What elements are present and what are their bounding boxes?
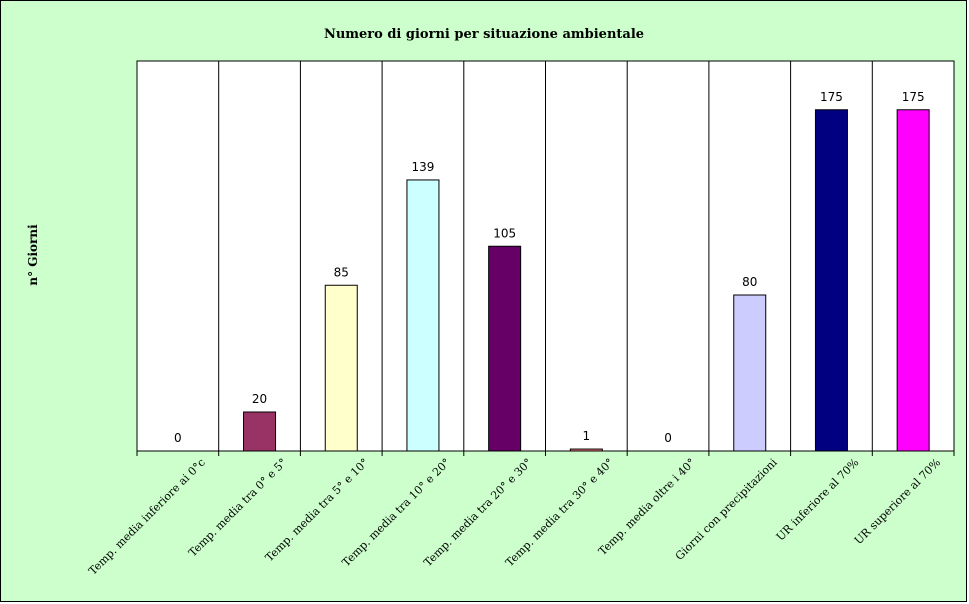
category-label: Temp. media inferiore ai 0°c [86, 456, 208, 578]
bar [243, 411, 277, 452]
category-label: UR superiore al 70% [852, 456, 943, 547]
data-label: 139 [411, 160, 434, 174]
data-label: 80 [742, 275, 757, 289]
data-label: 20 [252, 392, 267, 406]
bar [733, 294, 767, 452]
chart-title: Numero di giorni per situazione ambienta… [324, 27, 644, 42]
bar [896, 109, 930, 452]
bar [488, 245, 522, 452]
y-axis-label: n° Giorni [26, 224, 40, 286]
data-label: 175 [820, 90, 843, 104]
bar [324, 284, 358, 452]
bar [406, 179, 440, 452]
data-label: 0 [174, 431, 182, 445]
data-label: 1 [583, 429, 591, 443]
bar [569, 448, 603, 452]
category-label: UR inferiore al 70% [774, 456, 862, 544]
data-label: 105 [493, 226, 516, 240]
data-label: 0 [664, 431, 672, 445]
bar [814, 109, 848, 452]
data-label: 85 [334, 265, 349, 279]
data-label: 175 [902, 90, 925, 104]
